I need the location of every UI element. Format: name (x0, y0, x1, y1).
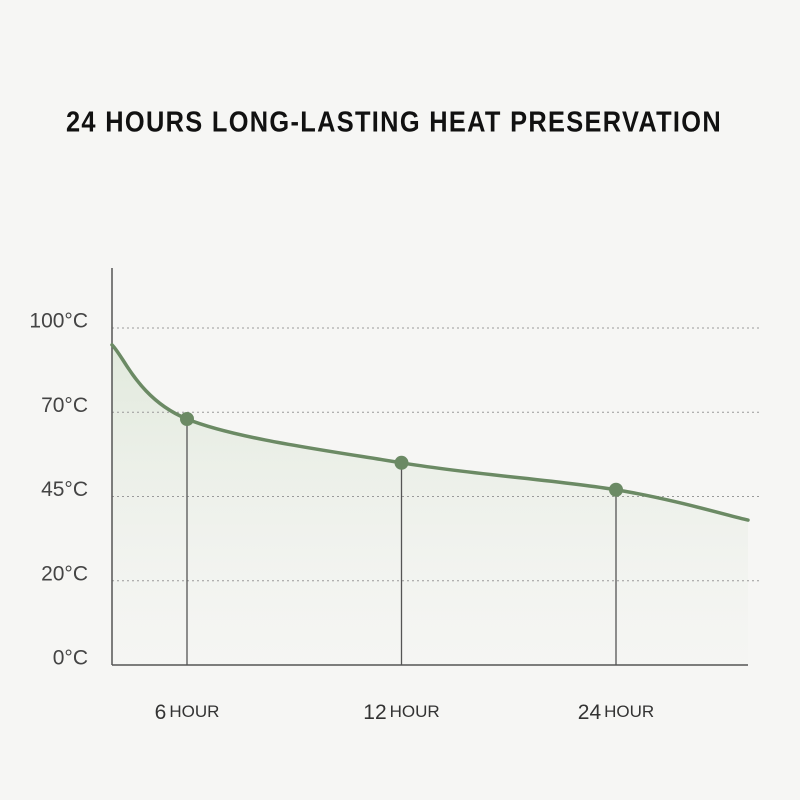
x-tick-label: 6 HOUR (155, 701, 220, 724)
point (394, 455, 409, 470)
y-tick-label: 20°C (41, 562, 88, 585)
x-tick-unit: HOUR (169, 702, 219, 721)
y-tick-label: 100°C (29, 310, 88, 333)
point (180, 411, 194, 426)
x-tick-unit: HOUR (390, 702, 440, 721)
area (112, 344, 748, 665)
x-tick-value: 24 (578, 701, 602, 724)
y-tick-label: 45°C (41, 478, 88, 501)
y-tick-label: 70°C (41, 394, 88, 417)
x-tick-label: 24 HOUR (578, 701, 654, 724)
y-tick-label: 0°C (53, 647, 88, 670)
point (609, 482, 623, 497)
x-tick-value: 12 (363, 701, 386, 724)
x-tick-value: 6 (155, 701, 167, 724)
x-tick-label: 12 HOUR (363, 701, 439, 724)
chart-title: 24 HOURS LONG-LASTING HEAT PRESERVATION (66, 107, 722, 139)
x-tick-unit: HOUR (604, 702, 654, 721)
